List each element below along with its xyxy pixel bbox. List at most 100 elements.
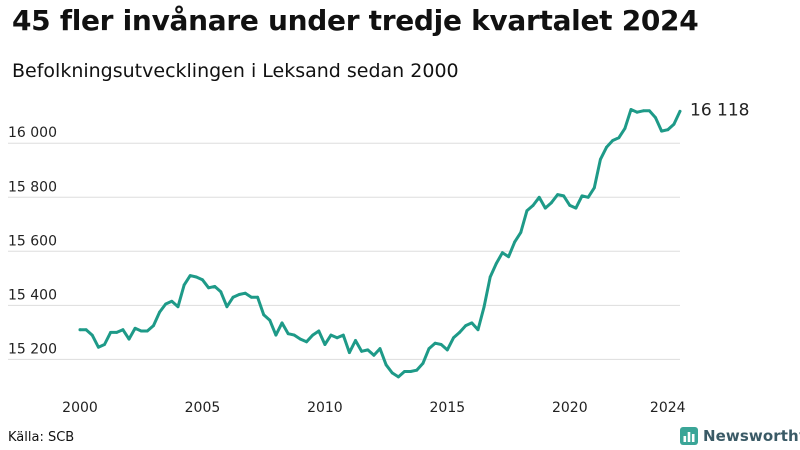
data-point bbox=[133, 326, 137, 330]
data-point bbox=[164, 302, 168, 306]
data-point bbox=[660, 129, 663, 133]
series-line bbox=[78, 108, 682, 379]
data-point bbox=[397, 375, 400, 379]
data-point bbox=[678, 109, 682, 113]
data-point bbox=[317, 329, 321, 333]
data-point bbox=[513, 240, 517, 244]
data-point bbox=[115, 331, 119, 334]
data-point bbox=[433, 341, 437, 345]
data-point bbox=[329, 333, 333, 337]
data-point bbox=[439, 343, 443, 346]
series-layer bbox=[78, 108, 682, 379]
data-point bbox=[78, 328, 82, 332]
data-point bbox=[537, 195, 541, 199]
data-point bbox=[409, 370, 412, 373]
x-tick-label: 2005 bbox=[185, 400, 221, 416]
data-point bbox=[623, 126, 627, 130]
data-point bbox=[201, 278, 204, 282]
data-point bbox=[507, 255, 510, 259]
grid-lines bbox=[8, 142, 680, 360]
data-point bbox=[121, 328, 125, 332]
data-point bbox=[176, 305, 180, 309]
x-tick-label: 2000 bbox=[62, 400, 98, 416]
y-tick-label: 15 200 bbox=[8, 341, 57, 357]
data-point bbox=[666, 128, 670, 132]
data-point bbox=[207, 286, 211, 290]
data-point bbox=[341, 333, 345, 337]
data-point bbox=[672, 122, 676, 126]
data-point bbox=[494, 262, 498, 265]
x-tick-label: 2015 bbox=[430, 400, 466, 416]
y-tick-label: 15 400 bbox=[8, 287, 57, 303]
data-point bbox=[635, 110, 639, 114]
data-point bbox=[562, 194, 566, 198]
data-point bbox=[360, 349, 363, 353]
data-point bbox=[348, 351, 351, 354]
data-point bbox=[525, 209, 529, 213]
data-point bbox=[452, 336, 455, 340]
x-tick-label: 2010 bbox=[307, 400, 343, 416]
data-point bbox=[384, 363, 388, 367]
data-point bbox=[519, 231, 523, 234]
data-point bbox=[84, 328, 88, 332]
data-point bbox=[488, 275, 492, 279]
data-point bbox=[268, 318, 272, 322]
data-point bbox=[641, 109, 645, 113]
data-point bbox=[103, 343, 106, 346]
data-point bbox=[580, 194, 584, 198]
data-point bbox=[139, 329, 143, 333]
brand-name: Newsworthy bbox=[703, 427, 800, 445]
data-point bbox=[256, 295, 259, 299]
data-point bbox=[574, 206, 578, 210]
data-point bbox=[213, 285, 217, 288]
chart-title: 45 fler invånare under tredje kvartalet … bbox=[12, 4, 699, 37]
data-point bbox=[629, 108, 633, 111]
data-point bbox=[605, 145, 608, 149]
data-point bbox=[145, 329, 149, 333]
data-point bbox=[109, 331, 112, 334]
data-point bbox=[127, 337, 131, 341]
data-point bbox=[415, 368, 419, 372]
data-point bbox=[445, 348, 449, 352]
data-point bbox=[390, 371, 394, 375]
data-point bbox=[543, 206, 547, 210]
data-point bbox=[182, 283, 186, 287]
data-point bbox=[421, 362, 425, 365]
data-point bbox=[170, 299, 174, 303]
data-point bbox=[501, 251, 504, 255]
data-point bbox=[592, 186, 596, 190]
data-point bbox=[323, 343, 327, 346]
data-point bbox=[654, 116, 657, 119]
data-point bbox=[243, 291, 247, 295]
data-point bbox=[262, 313, 266, 317]
data-point bbox=[97, 345, 100, 349]
source-note: Källa: SCB bbox=[8, 430, 75, 445]
data-point bbox=[470, 321, 474, 325]
data-point bbox=[158, 310, 162, 314]
data-point bbox=[280, 321, 284, 325]
data-point bbox=[299, 337, 302, 341]
y-tick-label: 15 800 bbox=[8, 179, 57, 195]
data-point bbox=[188, 274, 192, 277]
chart-subtitle: Befolkningsutvecklingen i Leksand sedan … bbox=[12, 60, 459, 82]
data-point bbox=[482, 305, 486, 309]
data-point bbox=[531, 204, 535, 207]
data-point bbox=[476, 328, 480, 332]
y-tick-label: 16 000 bbox=[8, 125, 57, 141]
data-point bbox=[648, 109, 651, 113]
y-axis-ticks: 15 200 15 400 15 600 15 800 16 000 bbox=[8, 125, 57, 357]
data-point bbox=[231, 295, 235, 299]
data-point bbox=[250, 295, 253, 299]
bar-chart-logo-icon bbox=[680, 427, 698, 445]
data-point bbox=[611, 139, 615, 142]
data-point bbox=[378, 347, 382, 350]
data-point bbox=[292, 333, 296, 337]
data-point bbox=[464, 324, 468, 327]
data-point bbox=[366, 348, 370, 352]
data-point bbox=[354, 339, 357, 342]
data-point bbox=[617, 136, 621, 140]
x-tick-label: 2020 bbox=[552, 400, 588, 416]
x-tick-label: 2024 bbox=[650, 400, 686, 416]
data-point bbox=[225, 305, 229, 309]
data-point bbox=[237, 293, 241, 296]
